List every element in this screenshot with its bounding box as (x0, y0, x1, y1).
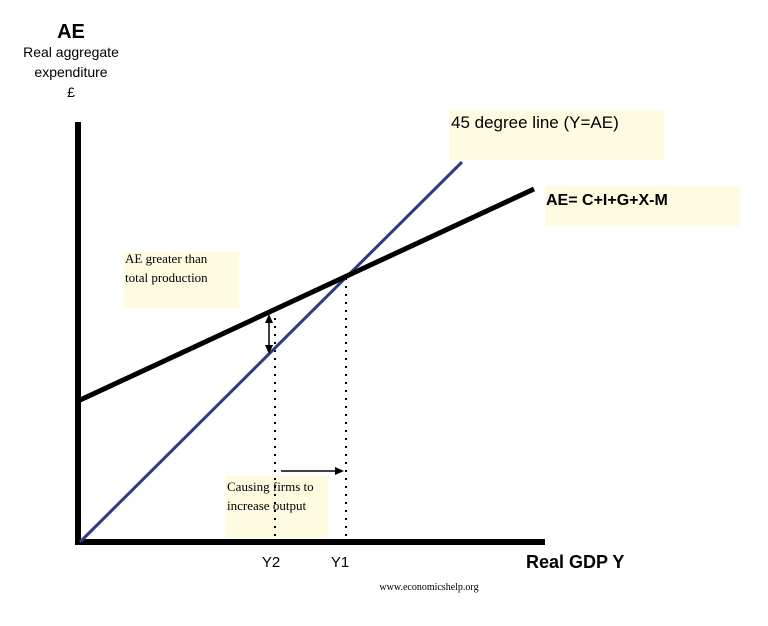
output-arrow-head (335, 467, 344, 475)
ae-line (76, 186, 536, 404)
gap-annotation-box (124, 252, 239, 308)
arrow-annotation-line-2: increase output (227, 498, 306, 513)
arrow-annotation-line-1: Causing firms to (227, 479, 314, 494)
ae-label-box (545, 186, 739, 226)
y-axis-subtitle-line-1: Real aggregate (23, 44, 119, 60)
y-axis-subtitle-line-3: £ (67, 84, 75, 100)
forty-five-line-label: 45 degree line (Y=AE) (451, 113, 619, 132)
y-axis-title: AE (57, 21, 85, 43)
gap-arrow-head-down (265, 345, 273, 354)
tick-label-y1: Y1 (331, 554, 349, 571)
source-watermark: www.economicshelp.org (379, 582, 478, 593)
x-axis-title: Real GDP Y (526, 552, 624, 572)
tick-label-y2: Y2 (262, 554, 280, 571)
forty-five-label-box (449, 110, 664, 160)
gap-annotation-line-1: AE greater than (125, 251, 208, 266)
gap-annotation-line-2: total production (125, 270, 208, 285)
forty-five-degree-line (78, 160, 464, 544)
arrow-annotation-box (226, 476, 328, 538)
ae-line-label: AE= C+I+G+X-M (546, 192, 668, 209)
gap-arrow-head-up (265, 314, 273, 323)
y-axis-subtitle-line-2: expenditure (34, 64, 107, 80)
